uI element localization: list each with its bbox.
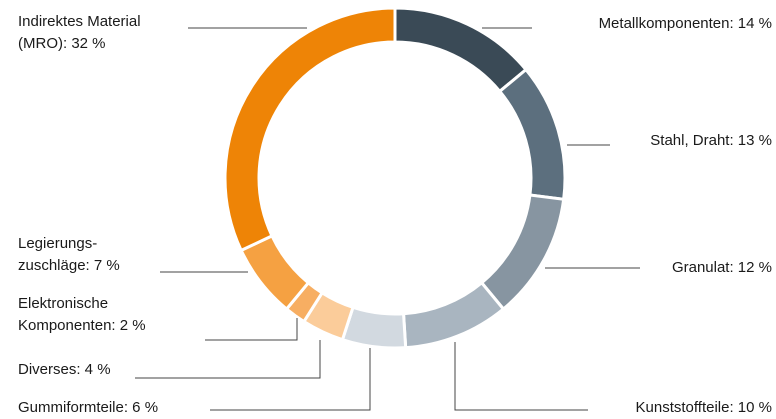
leader-line [205, 318, 298, 341]
leader-line [210, 348, 371, 411]
slice-label: Kunststoffteile: 10 % [636, 397, 772, 419]
slice-label-line: (MRO): 32 % [18, 35, 106, 52]
donut-slice [223, 6, 397, 253]
slice-label-line: Komponenten: 2 % [18, 317, 146, 334]
leader-line [454, 342, 588, 411]
slice-label: Metallkomponenten: 14 % [599, 13, 772, 35]
slice-label-line: Indirektes Material [18, 13, 141, 30]
slice-label-line: Kunststoffteile: 10 % [635, 399, 772, 416]
leader-line [135, 340, 321, 379]
slice-label-line: zuschläge: 7 % [18, 257, 120, 274]
donut-slice [401, 280, 506, 350]
donut-slice [479, 193, 566, 312]
donut-slice [393, 6, 529, 94]
slice-label-line: Diverses: 4 % [18, 361, 111, 378]
donut-slice [497, 67, 567, 201]
slice-label: Legierungs-zuschläge: 7 % [18, 233, 120, 277]
slice-label: Indirektes Material (MRO): 32 % [18, 11, 141, 55]
slice-label-line: Stahl, Draht: 13 % [650, 132, 772, 149]
slice-label-line: Gummiformteile: 6 % [18, 399, 159, 416]
slice-label: Gummiformteile: 6 % [18, 397, 158, 419]
slice-label-line: Legierungs- [18, 235, 98, 252]
slice-label: Diverses: 4 % [18, 359, 111, 381]
slice-label-line: Elektronische [18, 295, 109, 312]
slice-label: Elektronische Komponenten: 2 % [18, 293, 146, 337]
slice-label-line: Granulat: 12 % [671, 259, 772, 276]
slice-label: Stahl, Draht: 13 % [650, 130, 772, 152]
slice-label-line: Metallkomponenten: 14 % [598, 15, 772, 32]
slice-label: Granulat: 12 % [672, 257, 772, 279]
